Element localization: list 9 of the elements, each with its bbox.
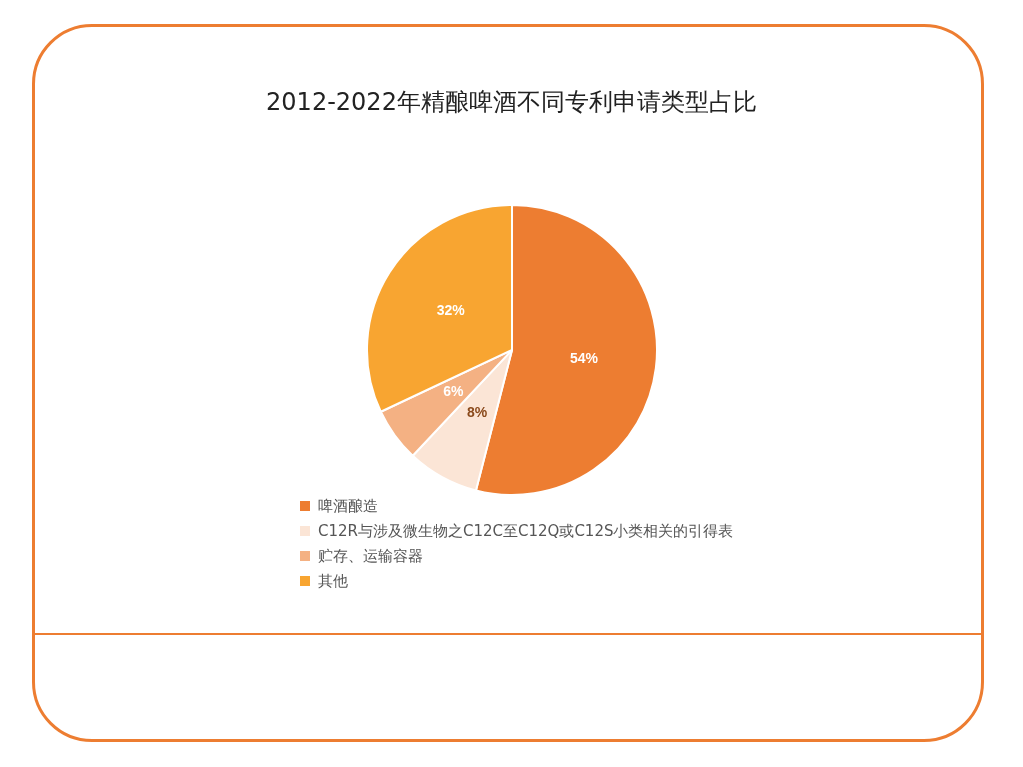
chart-title: 2012-2022年精酿啤酒不同专利申请类型占比 — [265, 87, 758, 118]
legend-label: 啤酒酿造 — [318, 497, 378, 515]
legend-label: 贮存、运输容器 — [318, 547, 423, 565]
data-label: 54% — [569, 349, 599, 366]
data-label: 8% — [466, 404, 488, 421]
legend-label: 其他 — [318, 572, 348, 590]
data-label: 32% — [436, 302, 466, 319]
legend-label: C12R与涉及微生物之C12C至C12Q或C12S小类相关的引得表 — [318, 522, 734, 540]
data-label: 6% — [443, 383, 465, 400]
